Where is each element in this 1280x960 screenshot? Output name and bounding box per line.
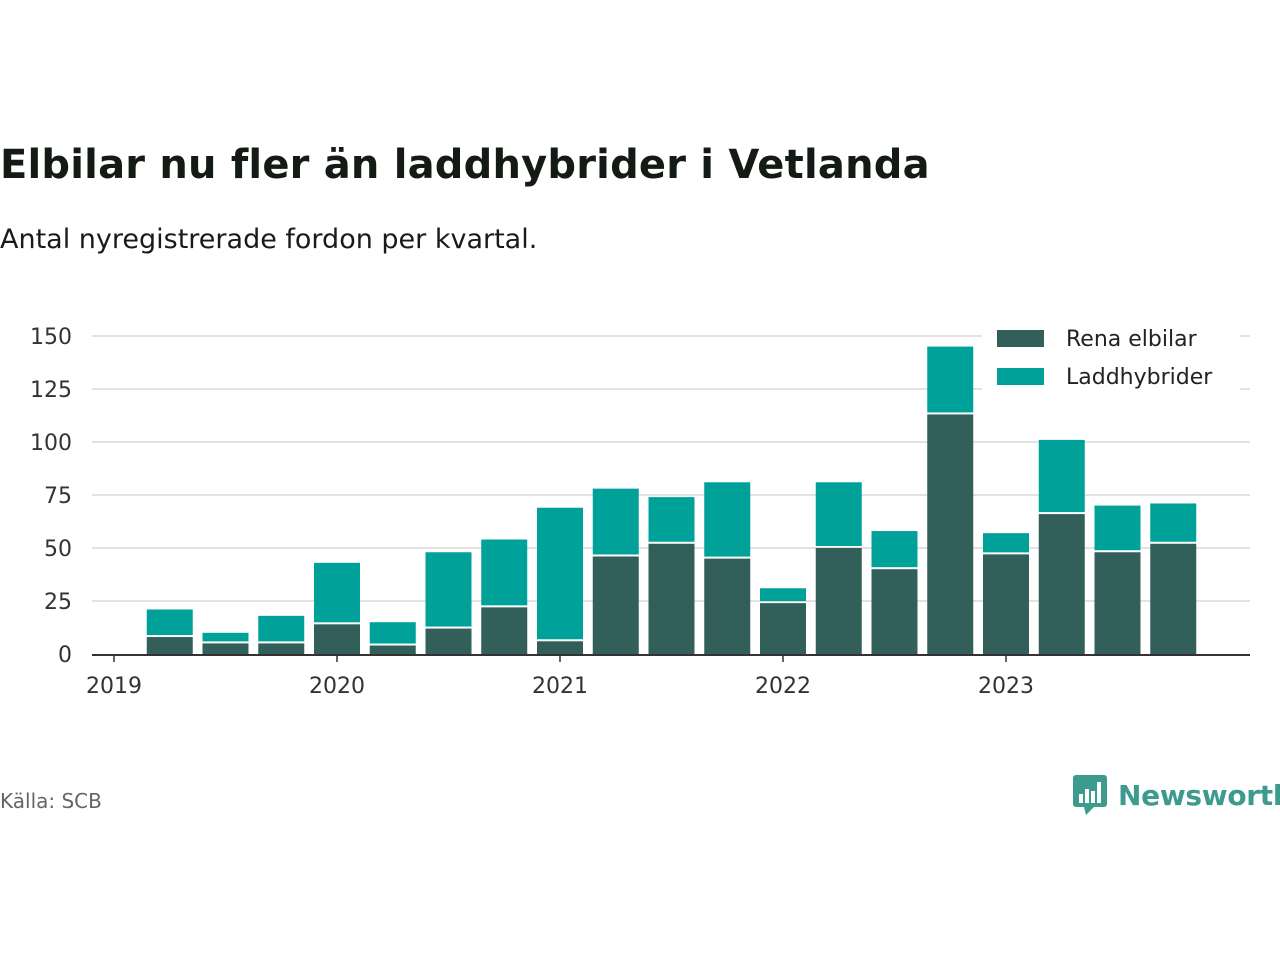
bar-rena-elbilar xyxy=(927,414,974,654)
newsworthy-logo: Newsworthy xyxy=(1072,774,1280,816)
bar-laddhybrider xyxy=(760,588,806,602)
bar-laddhybrider xyxy=(481,539,528,606)
y-tick-label: 50 xyxy=(44,537,72,562)
y-tick-label: 25 xyxy=(44,590,72,615)
bar-laddhybrider xyxy=(258,615,305,642)
source-note: Källa: SCB xyxy=(0,789,102,813)
bar-rena-elbilar xyxy=(760,603,806,654)
newsworthy-logo-icon xyxy=(1073,775,1107,815)
bar-laddhybrider xyxy=(927,346,974,413)
bar-rena-elbilar xyxy=(425,628,472,654)
bar-rena-elbilar xyxy=(258,643,305,654)
legend-swatch-laddhybrider xyxy=(997,368,1044,385)
chart-title: Elbilar nu fler än laddhybrider i Vetlan… xyxy=(0,142,930,188)
bar-laddhybrider xyxy=(648,497,695,542)
bar-laddhybrider xyxy=(983,533,1029,553)
legend-swatch-rena-elbilar xyxy=(997,330,1044,347)
stacked-bar-chart: 0 25 50 75 100 125 150 2019 2020 2021 2022 2023 Rena… xyxy=(30,322,1250,699)
x-tick-label: 2020 xyxy=(309,674,365,699)
bar-laddhybrider xyxy=(871,531,918,568)
bar-laddhybrider xyxy=(537,507,583,640)
bar-laddhybrider xyxy=(815,482,862,546)
legend-label-rena-elbilar: Rena elbilar xyxy=(1066,327,1198,352)
bar-rena-elbilar xyxy=(1150,543,1197,654)
bar-rena-elbilar xyxy=(871,569,918,654)
bar-laddhybrider xyxy=(425,552,472,627)
bar-rena-elbilar xyxy=(648,543,695,654)
x-tick-label: 2022 xyxy=(755,674,811,699)
bar-laddhybrider xyxy=(1094,505,1141,551)
bar-rena-elbilar xyxy=(202,643,249,654)
bar-laddhybrider xyxy=(592,488,639,555)
bar-laddhybrider xyxy=(369,622,416,644)
bar-rena-elbilar xyxy=(592,556,639,654)
y-tick-label: 75 xyxy=(44,484,72,509)
x-tick-label: 2023 xyxy=(978,674,1034,699)
bar-rena-elbilar xyxy=(983,554,1029,654)
y-tick-label: 0 xyxy=(58,643,72,668)
bar-laddhybrider xyxy=(1150,503,1197,542)
bar-rena-elbilar xyxy=(146,637,193,654)
legend-label-laddhybrider: Laddhybrider xyxy=(1066,365,1213,390)
bar-rena-elbilar xyxy=(1038,514,1085,654)
bar-laddhybrider xyxy=(146,609,193,636)
x-tick-label: 2019 xyxy=(86,674,142,699)
bar-laddhybrider xyxy=(704,482,751,557)
bar-rena-elbilar xyxy=(481,607,528,654)
bar-laddhybrider xyxy=(202,632,249,642)
bar-rena-elbilar xyxy=(704,558,751,654)
bar-rena-elbilar xyxy=(537,641,583,654)
brand-name: Newsworthy xyxy=(1118,778,1280,812)
bar-laddhybrider xyxy=(1038,439,1085,513)
bar-rena-elbilar xyxy=(1094,552,1141,654)
y-tick-label: 100 xyxy=(30,431,72,456)
y-tick-label: 150 xyxy=(30,325,72,350)
y-tick-label: 125 xyxy=(30,378,72,403)
bar-rena-elbilar xyxy=(815,548,862,654)
x-tick-label: 2021 xyxy=(532,674,588,699)
bar-rena-elbilar xyxy=(369,645,416,654)
chart-subtitle: Antal nyregistrerade fordon per kvartal. xyxy=(0,224,538,255)
bar-laddhybrider xyxy=(314,562,360,623)
bar-rena-elbilar xyxy=(314,624,360,654)
